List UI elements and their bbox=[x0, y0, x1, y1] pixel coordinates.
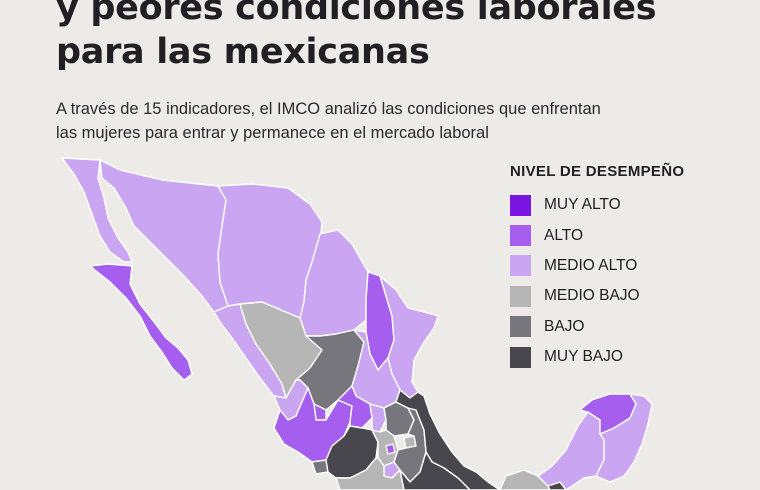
legend-swatch bbox=[510, 194, 531, 216]
subtitle-line-1: A través de 15 indicadores, el IMCO anal… bbox=[56, 100, 601, 118]
state-campeche[interactable] bbox=[537, 411, 605, 490]
legend-swatch bbox=[510, 285, 531, 307]
title-line-2: para las mexicanas bbox=[56, 32, 430, 72]
legend-swatch bbox=[510, 316, 531, 338]
legend-title: NIVEL DE DESEMPEÑO bbox=[510, 163, 685, 180]
state-baja-california[interactable] bbox=[61, 157, 133, 263]
legend: NIVEL DE DESEMPEÑO MUY ALTO ALTO MEDIO A… bbox=[510, 163, 684, 372]
legend-swatch bbox=[510, 346, 531, 368]
state-tamaulipas[interactable] bbox=[379, 275, 439, 399]
legend-item-alto: ALTO bbox=[510, 220, 684, 250]
title-line-1: y peores condiciones laborales bbox=[56, 0, 657, 28]
state-colima[interactable] bbox=[311, 459, 329, 475]
page-title: y peores condiciones laborales para las … bbox=[56, 0, 657, 74]
state-oaxaca[interactable] bbox=[399, 451, 471, 490]
legend-label: ALTO bbox=[544, 226, 584, 244]
state-guanajuato[interactable] bbox=[337, 385, 373, 429]
legend-label: BAJO bbox=[544, 317, 585, 335]
state-veracruz[interactable] bbox=[395, 389, 501, 490]
legend-swatch bbox=[510, 225, 531, 247]
legend-item-muy-alto: MUY ALTO bbox=[510, 190, 684, 220]
legend-item-muy-bajo: MUY BAJO bbox=[510, 342, 684, 372]
state-baja-california-sur[interactable] bbox=[89, 263, 193, 381]
state-zacatecas[interactable] bbox=[295, 329, 365, 411]
state-guerrero[interactable] bbox=[335, 457, 405, 490]
subtitle: A través de 15 indicadores, el IMCO anal… bbox=[56, 97, 716, 145]
legend-label: MUY ALTO bbox=[544, 196, 621, 214]
legend-label: MEDIO BAJO bbox=[544, 287, 640, 305]
legend-item-medio-alto: MEDIO ALTO bbox=[510, 251, 684, 281]
state-quintana-roo[interactable] bbox=[595, 393, 653, 483]
legend-item-bajo: BAJO bbox=[510, 312, 684, 342]
legend-item-medio-bajo: MEDIO BAJO bbox=[510, 281, 684, 311]
state-ciudad-de-mexico[interactable] bbox=[385, 443, 396, 455]
legend-swatch bbox=[510, 255, 531, 277]
legend-label: MUY BAJO bbox=[544, 348, 623, 366]
subtitle-line-2: las mujeres para entrar y permanece en e… bbox=[56, 124, 489, 142]
legend-label: MEDIO ALTO bbox=[544, 256, 638, 274]
